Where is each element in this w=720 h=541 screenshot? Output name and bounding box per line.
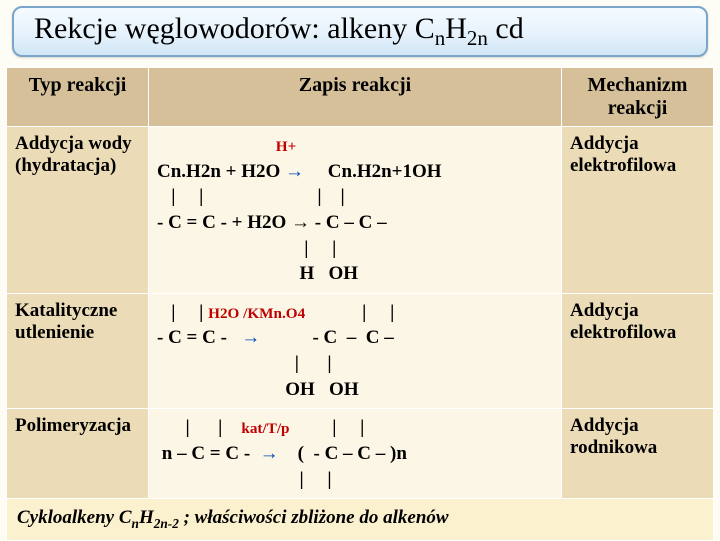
reaction-line: H OH <box>157 261 553 287</box>
header-type: Typ reakcji <box>7 68 149 127</box>
title-sub2: 2n <box>467 26 488 50</box>
title-post: cd <box>488 12 524 45</box>
cell-type: Polimeryzacja <box>7 409 149 499</box>
cell-mechanism: Addycja elektrofilowa <box>562 293 714 409</box>
catalyst-label: H2O /KMn.O4 <box>208 305 305 322</box>
cell-reaction: H+ Cn.H2n + H2O → Cn.H2n+1OH | | | | - C… <box>149 127 562 294</box>
reaction-line: OH OH <box>157 377 553 403</box>
arrow-icon: → <box>260 443 279 464</box>
arrow-icon: → <box>241 327 260 348</box>
title-mid: H <box>445 12 467 45</box>
header-mechanism: Mechanizm reakcji <box>562 68 714 127</box>
footnote-cell: Cykloalkeny CnH2n-2 ; właściwości zbliżo… <box>7 499 714 541</box>
reaction-line: | | <box>157 351 553 377</box>
reaction-line: | | kat/T/p | | <box>157 415 553 441</box>
reaction-line: | | H2O /KMn.O4 | | <box>157 300 553 326</box>
cell-mechanism: Addycja elektrofilowa <box>562 127 714 294</box>
reaction-line: - C = C - + H2O → - C – C – <box>157 210 553 236</box>
footnote-pre: Cykloalkeny C <box>17 507 132 528</box>
catalyst-label: kat/T/p <box>241 420 289 437</box>
cell-type: Katalityczne utlenienie <box>7 293 149 409</box>
reaction-line: | | <box>157 467 553 493</box>
reaction-line: H+ <box>157 133 553 159</box>
arrow-icon: → <box>285 161 304 182</box>
footnote-sub2: 2n-2 <box>154 516 179 531</box>
reaction-line: n – C = C - → ( - C – C – )n <box>157 441 553 467</box>
catalyst-label: H+ <box>276 138 296 155</box>
title-banner: Rekcje węglowodorów: alkeny CnH2n cd <box>12 6 708 57</box>
cell-type: Addycja wody (hydratacja) <box>7 127 149 294</box>
table-row: Polimeryzacja | | kat/T/p | | n – C = C … <box>7 409 714 499</box>
reactions-table: Typ reakcji Zapis reakcji Mechanizm reak… <box>6 67 714 541</box>
reaction-line: - C = C - → - C – C – <box>157 325 553 351</box>
cell-mechanism: Addycja rodnikowa <box>562 409 714 499</box>
reaction-line: | | <box>157 236 553 262</box>
table-row: Katalityczne utlenienie | | H2O /KMn.O4 … <box>7 293 714 409</box>
title-pre: Rekcje węglowodorów: alkeny C <box>34 12 435 45</box>
table-header-row: Typ reakcji Zapis reakcji Mechanizm reak… <box>7 68 714 127</box>
header-notation: Zapis reakcji <box>149 68 562 127</box>
footnote-sub1: n <box>132 516 139 531</box>
reaction-line: Cn.H2n + H2O → Cn.H2n+1OH <box>157 159 553 185</box>
page-title: Rekcje węglowodorów: alkeny CnH2n cd <box>34 12 686 51</box>
table-row: Addycja wody (hydratacja) H+ Cn.H2n + H2… <box>7 127 714 294</box>
footnote-mid: H <box>139 507 154 528</box>
footnote-row: Cykloalkeny CnH2n-2 ; właściwości zbliżo… <box>7 499 714 541</box>
cell-reaction: | | H2O /KMn.O4 | | - C = C - → - C – C … <box>149 293 562 409</box>
footnote-post: ; właściwości zbliżone do alkenów <box>179 507 449 528</box>
cell-reaction: | | kat/T/p | | n – C = C - → ( - C – C … <box>149 409 562 499</box>
reaction-line: | | | | <box>157 184 553 210</box>
title-sub1: n <box>435 26 446 50</box>
